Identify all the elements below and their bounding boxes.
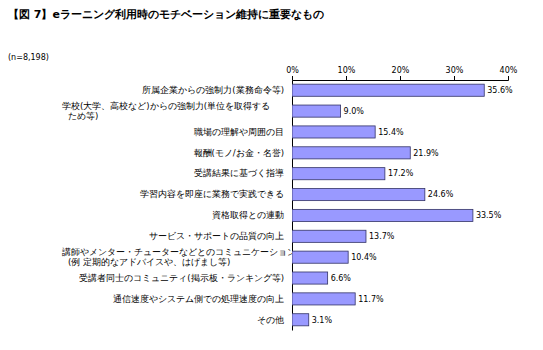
data-label: 35.6% <box>487 86 513 95</box>
data-label: 3.1% <box>312 316 333 325</box>
x-tick: 40% <box>500 66 518 80</box>
y-axis: 所属企業からの強制力(業務命令等) 学校(大学、高校など)からの強制力(単位を取得… <box>62 81 296 331</box>
x-tick-label: 20% <box>392 66 410 75</box>
y-tick-label: 受講者同士のコミュニティ(掲示板・ランキング等) <box>79 273 284 283</box>
x-tick-mark <box>454 76 455 80</box>
y-tick-label: 講師やメンター・チューターなどとのコミュニケーション(例 定期的なアドバイスや、… <box>62 247 296 267</box>
y-tick: 講師やメンター・チューターなどとのコミュニケーション(例 定期的なアドバイスや、… <box>62 247 296 267</box>
y-tick-label-line: 学校(大学、高校など)からの強制力(単位を取得する <box>62 101 270 111</box>
x-tick-label: 40% <box>500 66 518 75</box>
data-labels: 35.6% 9.0% 15.4% 21.9% 17.2% 24.6% 33.5% 13.7% 1… <box>312 86 513 325</box>
data-label: 24.6% <box>428 190 454 199</box>
y-tick-label: 職場の理解や周囲の目 <box>194 127 284 137</box>
y-tick: 受講者同士のコミュニティ(掲示板・ランキング等) <box>79 273 284 283</box>
x-tick-label: 10% <box>338 66 356 75</box>
title: 【図 7】eラーニング利用時のモチベーション維持に重要なもの <box>8 8 324 21</box>
y-tick-label: 学校(大学、高校など)からの強制力(単位を取得するため等) <box>62 101 270 121</box>
data-label: 33.5% <box>476 211 502 220</box>
y-tick: 学校(大学、高校など)からの強制力(単位を取得するため等) <box>62 101 270 121</box>
data-label: 9.0% <box>344 107 365 116</box>
y-tick: 資格取得との連動 <box>212 210 284 220</box>
data-label: 15.4% <box>378 128 404 137</box>
y-tick: 通信速度やシステム側での処理速度の向上 <box>113 294 284 304</box>
y-tick: その他 <box>257 314 284 324</box>
x-tick: 10% <box>338 66 356 80</box>
x-tick-label: 0% <box>286 66 299 75</box>
x-tick: 0% <box>286 66 299 80</box>
y-tick-label: サービス・サポートの品質の向上 <box>149 231 284 241</box>
y-tick-label: その他 <box>257 314 284 324</box>
bar <box>292 251 348 263</box>
bar <box>292 105 341 117</box>
data-label: 11.7% <box>358 295 384 304</box>
bar <box>292 126 375 138</box>
data-label: 13.7% <box>369 232 395 241</box>
x-tick-mark <box>346 76 347 80</box>
y-tick-label: 資格取得との連動 <box>212 210 284 220</box>
y-tick-label-line: (例 定期的なアドバイスや、はげまし等) <box>68 257 230 267</box>
bar <box>292 314 309 326</box>
x-tick: 20% <box>392 66 410 80</box>
x-tick-mark <box>400 76 401 80</box>
chart: 【図 7】eラーニング利用時のモチベーション維持に重要なもの (n=8,198) 0… <box>0 0 543 350</box>
bar <box>292 84 484 96</box>
bar <box>292 209 473 221</box>
y-tick-label: 所属企業からの強制力(業務命令等) <box>142 85 284 95</box>
y-tick-label: 受講結果に基づく指導 <box>194 168 284 178</box>
data-label: 6.6% <box>331 274 352 283</box>
bar <box>292 272 328 284</box>
y-tick: 職場の理解や周囲の目 <box>194 127 284 137</box>
x-tick-mark <box>292 76 293 80</box>
y-tick: 所属企業からの強制力(業務命令等) <box>142 85 284 95</box>
x-axis: 0% 10% 20% 30% 40% <box>286 66 518 81</box>
y-tick-label-line: ため等) <box>68 111 98 121</box>
bar <box>292 293 355 305</box>
bar <box>292 189 425 201</box>
y-tick-label: 通信速度やシステム側での処理速度の向上 <box>113 294 284 304</box>
y-tick: 受講結果に基づく指導 <box>194 168 284 178</box>
y-tick-label: 報酬(モノ/お金・名誉) <box>194 148 285 158</box>
x-axis-line <box>293 76 509 81</box>
y-tick: サービス・サポートの品質の向上 <box>149 231 284 241</box>
y-tick: 学習内容を即座に業務で実践できる <box>140 189 284 199</box>
y-tick: 報酬(モノ/お金・名誉) <box>194 148 285 158</box>
data-label: 10.4% <box>351 253 377 262</box>
bar <box>292 168 385 180</box>
bars <box>292 84 484 326</box>
subtitle: (n=8,198) <box>8 53 49 62</box>
data-label: 21.9% <box>413 149 439 158</box>
x-tick: 30% <box>446 66 464 80</box>
data-label: 17.2% <box>388 169 414 178</box>
y-tick-label: 学習内容を即座に業務で実践できる <box>140 189 284 199</box>
x-tick-label: 30% <box>446 66 464 75</box>
bar <box>292 147 410 159</box>
x-tick-mark <box>508 76 509 80</box>
bar <box>292 230 366 242</box>
y-tick-label-line: 講師やメンター・チューターなどとのコミュニケーション <box>62 247 296 257</box>
